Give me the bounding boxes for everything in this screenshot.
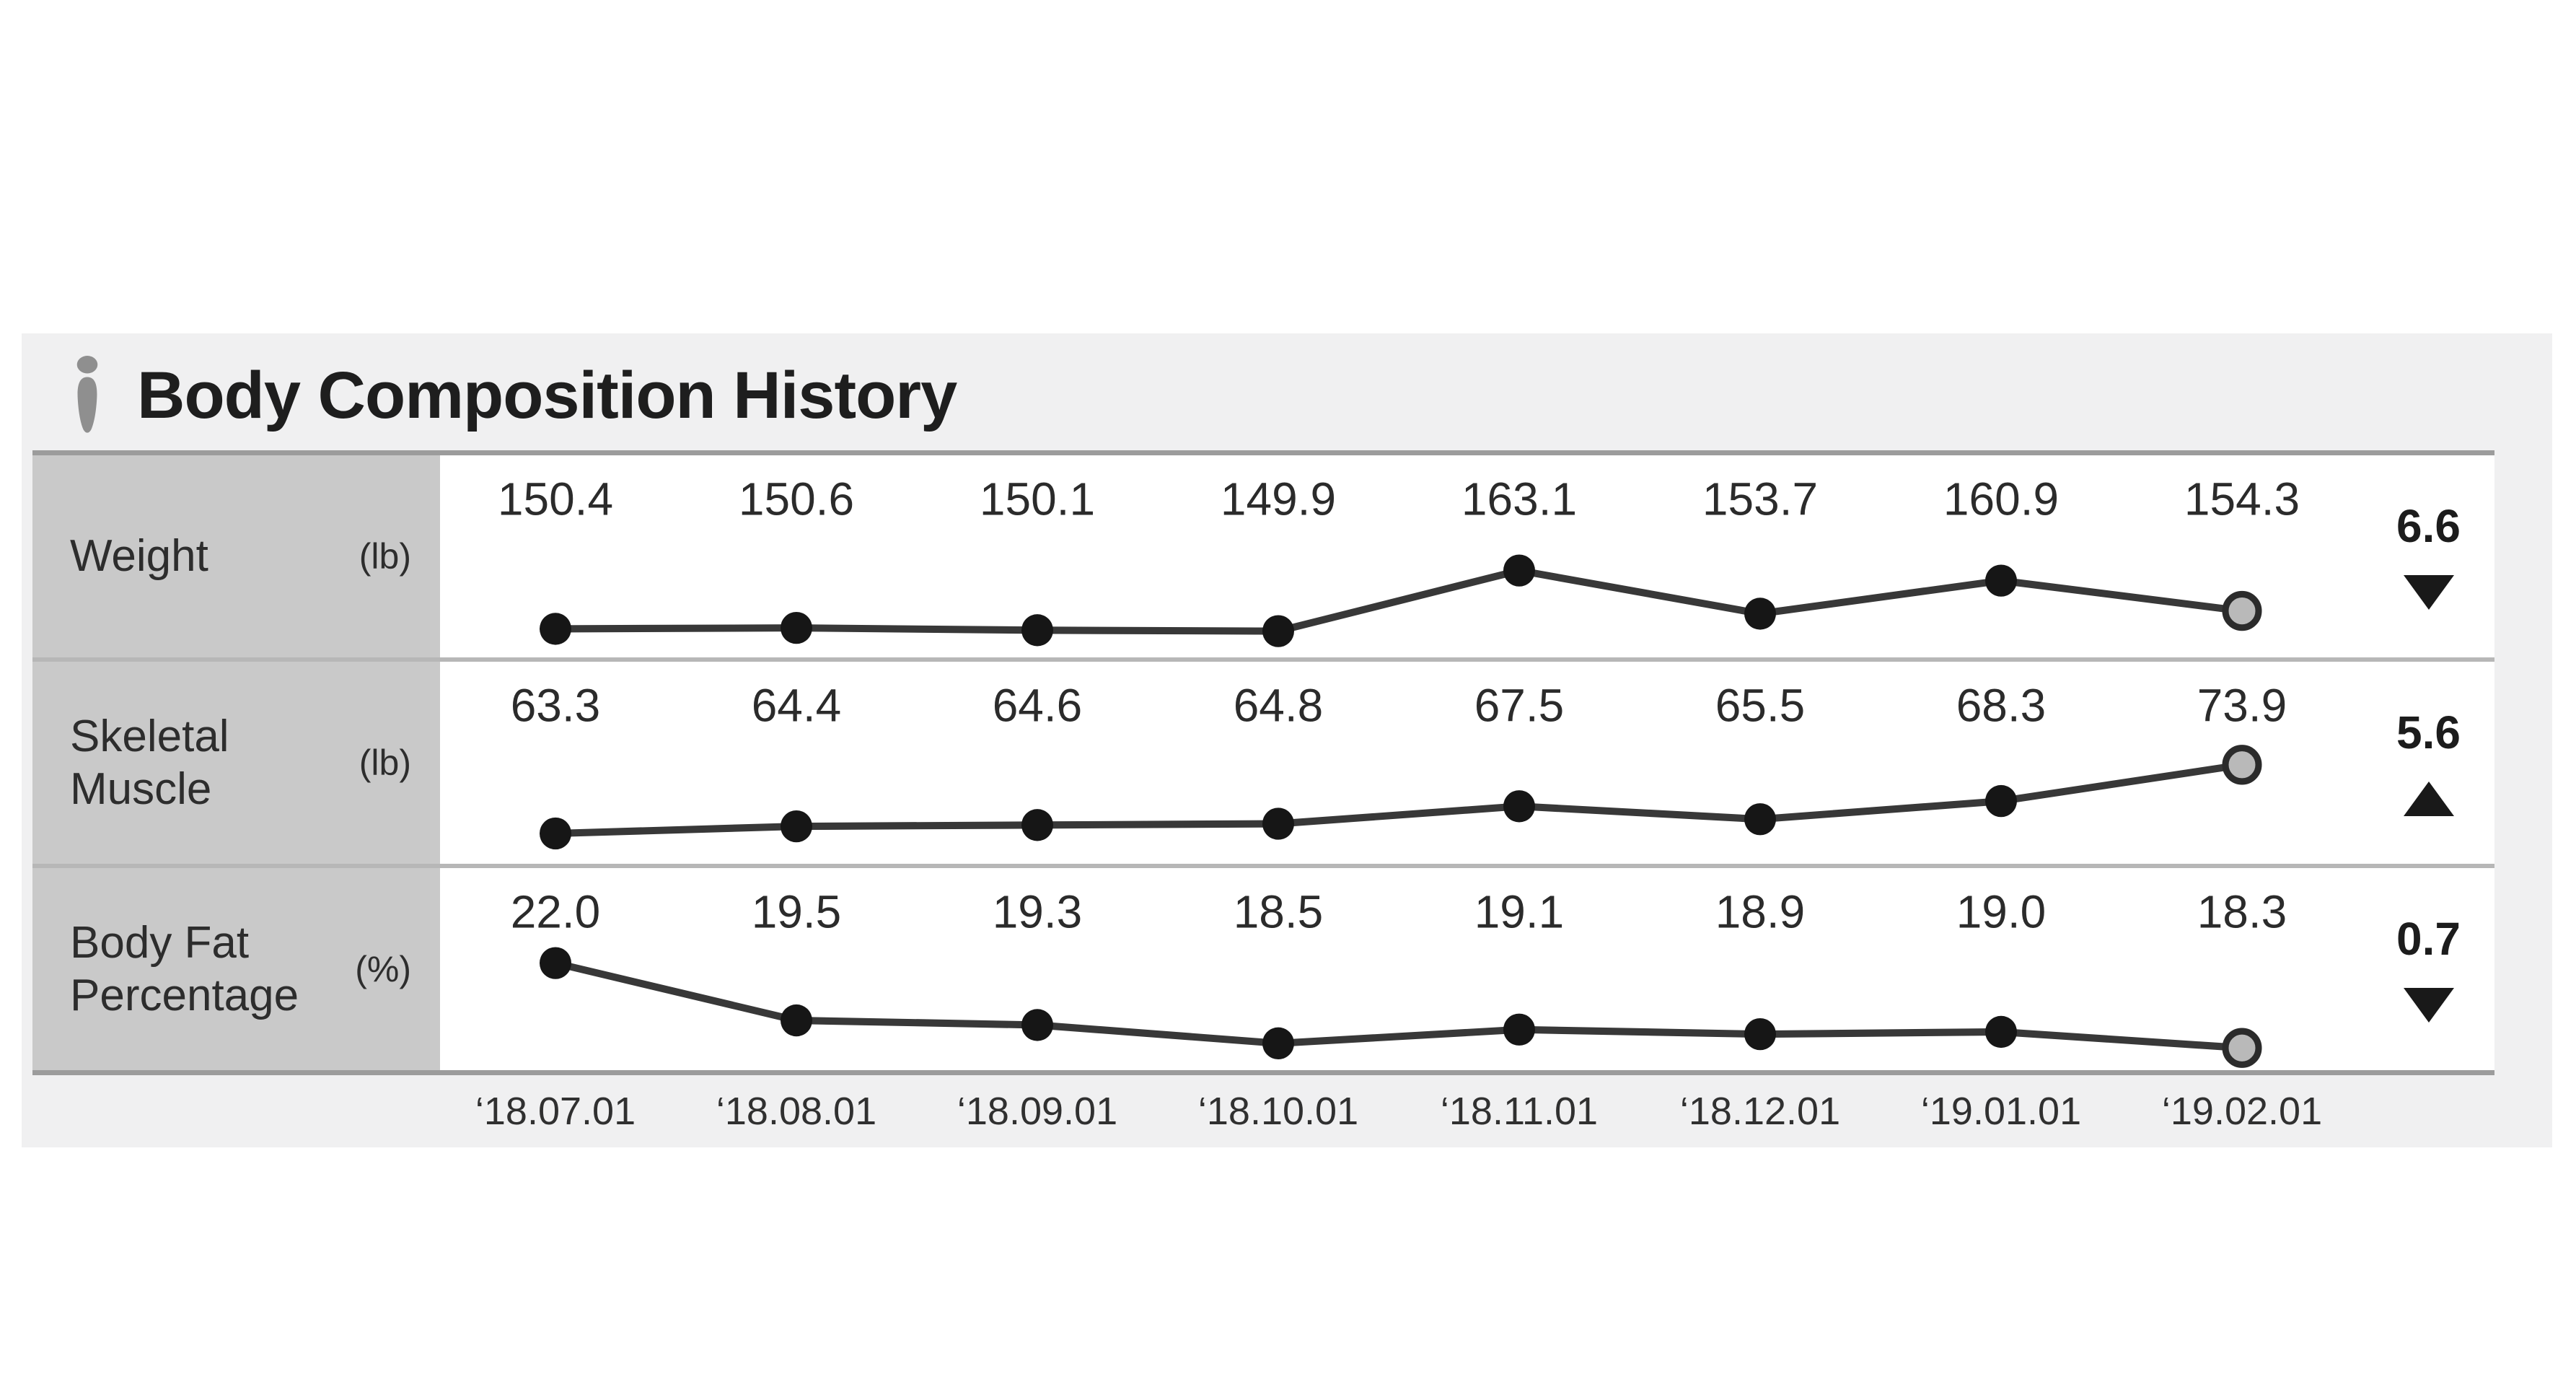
metric-chart: 22.0 19.5 19.3 18.5 19.1 18.9 19.0 18.3 (440, 868, 2362, 1070)
metric-name: Skeletal Muscle (70, 711, 229, 814)
metric-row: Skeletal Muscle (lb) 63.3 64.4 64.6 64.8 67.5 6… (32, 657, 2494, 864)
data-point (1503, 790, 1535, 823)
data-point-value: 64.6 (993, 679, 1083, 731)
date-label: ‘18.11.01 (1440, 1090, 1599, 1133)
date-label: ‘18.09.01 (957, 1090, 1118, 1133)
panel-title: Body Composition History (137, 359, 957, 432)
data-point-value: 68.3 (1956, 679, 2047, 731)
data-point (781, 1004, 812, 1037)
data-point (1744, 1017, 1776, 1051)
history-table: Weight (lb) 150.4 150.6 150.1 149.9 163.1 153.7… (32, 450, 2494, 1075)
metric-unit: (lb) (359, 536, 411, 577)
data-point-latest (2222, 745, 2262, 785)
change-value: 5.6 (2396, 706, 2461, 758)
data-point (1985, 784, 2017, 818)
metric-unit: (lb) (359, 743, 411, 783)
change-value: 0.7 (2396, 913, 2461, 965)
data-point-value: 64.8 (1234, 679, 1324, 731)
metric-row: Body Fat Percentage (%) 22.0 19.5 19.3 18.5 19… (32, 864, 2494, 1070)
change-summary: 6.6 (2362, 455, 2494, 657)
data-point (1744, 597, 1776, 630)
date-label: ‘18.08.01 (716, 1090, 877, 1133)
series-line (554, 959, 2243, 1052)
body-composition-panel: Body Composition History Weight (lb) 150.4… (22, 333, 2552, 1147)
change-value: 6.6 (2396, 500, 2461, 552)
metric-label-cell: Weight (lb) (32, 455, 440, 657)
line-chart-svg: 150.4 150.6 150.1 149.9 163.1 153.7 160.9 154.3 (498, 473, 2300, 647)
metric-row: Weight (lb) 150.4 150.6 150.1 149.9 163.1 153.7… (32, 455, 2494, 657)
metric-name: Body Fat Percentage (70, 917, 299, 1020)
data-point (1021, 809, 1053, 841)
data-point-value: 63.3 (511, 679, 601, 731)
data-point (781, 810, 812, 843)
metric-label-cell: Body Fat Percentage (%) (32, 868, 440, 1070)
data-point-value: 149.9 (1221, 473, 1336, 525)
data-point (1744, 803, 1776, 836)
person-icon (76, 356, 98, 433)
data-point-value: 150.6 (739, 473, 854, 525)
data-point (1985, 1015, 2017, 1049)
data-point-latest (2222, 590, 2262, 631)
data-point-latest (2222, 1028, 2262, 1068)
data-point (1262, 807, 1294, 840)
data-point-value: 67.5 (1474, 679, 1565, 731)
data-point (1021, 1009, 1053, 1041)
data-point (1262, 1027, 1294, 1060)
triangle-up-icon (2403, 782, 2454, 816)
line-chart-svg: 22.0 19.5 19.3 18.5 19.1 18.9 19.0 18.3 (511, 885, 2287, 1068)
data-point-value: 154.3 (2184, 473, 2300, 525)
data-point-value: 163.1 (1461, 473, 1577, 525)
change-summary: 0.7 (2362, 868, 2494, 1070)
data-point (1503, 1013, 1535, 1046)
date-label: ‘18.07.01 (475, 1090, 636, 1133)
data-point-value: 18.9 (1715, 885, 1806, 937)
data-point (1503, 554, 1535, 587)
data-point (781, 611, 812, 644)
change-summary: 5.6 (2362, 662, 2494, 864)
data-point (1985, 564, 2017, 597)
metric-chart: 63.3 64.4 64.6 64.8 67.5 65.5 68.3 73.9 (440, 662, 2362, 864)
line-chart-svg: 63.3 64.4 64.6 64.8 67.5 65.5 68.3 73.9 (511, 679, 2287, 850)
data-point (540, 613, 571, 645)
date-label: ‘18.12.01 (1679, 1090, 1841, 1133)
data-point-value: 19.1 (1474, 885, 1565, 937)
metric-chart: 150.4 150.6 150.1 149.9 163.1 153.7 160.9 154.3 (440, 455, 2362, 657)
triangle-down-icon (2403, 575, 2454, 610)
data-point (540, 817, 571, 850)
series-line (555, 761, 2243, 838)
data-point-value: 150.4 (498, 473, 613, 525)
date-label: ‘18.10.01 (1197, 1090, 1359, 1133)
data-point-value: 73.9 (2197, 679, 2287, 731)
data-point-value: 18.3 (2197, 885, 2287, 937)
data-point-value: 18.5 (1234, 885, 1324, 937)
data-point-value: 65.5 (1715, 679, 1806, 731)
data-point-value: 22.0 (511, 885, 601, 937)
data-point-value: 160.9 (1943, 473, 2059, 525)
metric-label-cell: Skeletal Muscle (lb) (32, 662, 440, 864)
data-point-value: 153.7 (1702, 473, 1818, 525)
data-point-value: 64.4 (752, 679, 842, 731)
series-line (555, 566, 2243, 635)
data-point (540, 947, 571, 979)
x-axis-dates: ‘18.07.01 ‘18.08.01 ‘18.09.01 ‘18.10.01 ‘18.… (440, 1078, 2362, 1144)
data-point-value: 19.5 (752, 885, 842, 937)
triangle-down-icon (2403, 988, 2454, 1023)
data-point (1021, 614, 1053, 647)
metric-name: Weight (70, 531, 208, 582)
data-point-value: 19.3 (993, 885, 1083, 937)
panel-header: Body Composition History (71, 342, 957, 449)
date-label: ‘19.02.01 (2161, 1090, 2323, 1133)
data-point-value: 150.1 (980, 473, 1095, 525)
data-point-value: 19.0 (1956, 885, 2047, 937)
data-point (1262, 615, 1294, 647)
date-label: ‘19.01.01 (1920, 1090, 2082, 1133)
metric-unit: (%) (355, 949, 411, 989)
